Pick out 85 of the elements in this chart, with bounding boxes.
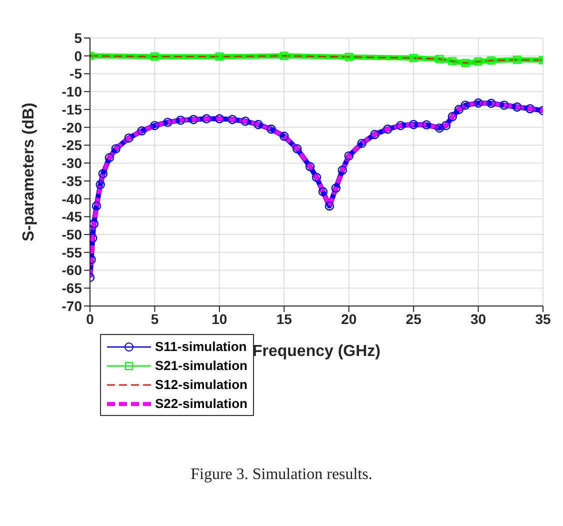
point — [474, 98, 483, 108]
point — [240, 116, 250, 126]
y-axis-title: S-parameters (dB) — [20, 102, 38, 242]
point — [280, 132, 289, 141]
x-tick-label: 15 — [276, 310, 292, 327]
legend-label: S22-simulation — [155, 396, 248, 411]
y-tick-label: -55 — [62, 244, 82, 260]
point — [331, 183, 341, 193]
y-tick-label: -70 — [62, 298, 82, 314]
point — [305, 162, 315, 172]
point — [96, 180, 105, 190]
y-tick-label: 5 — [74, 30, 82, 46]
point — [202, 114, 212, 124]
y-tick-label: -20 — [62, 119, 82, 136]
point — [500, 100, 509, 110]
y-tick-label: -5 — [70, 66, 82, 82]
point — [150, 52, 159, 61]
point — [344, 151, 354, 161]
y-tick-label: -60 — [62, 262, 82, 278]
x-tick-label: 20 — [341, 310, 357, 327]
point — [513, 56, 522, 64]
caption: Figure 3. Simulation results. — [190, 466, 374, 484]
point — [370, 130, 380, 140]
y-tick-label: -45 — [62, 208, 82, 225]
point — [228, 114, 237, 124]
point — [486, 98, 496, 108]
point — [176, 116, 186, 125]
point — [312, 172, 322, 182]
y-tick-label: -40 — [62, 190, 82, 207]
y-tick-label: -65 — [62, 280, 82, 296]
point — [111, 144, 120, 154]
point — [254, 120, 263, 130]
point — [292, 144, 302, 154]
point — [434, 123, 444, 133]
y-tick-label: -10 — [62, 84, 82, 100]
point — [338, 166, 347, 175]
point — [448, 112, 457, 122]
point — [98, 169, 108, 178]
legend-label: S21-simulation — [155, 358, 248, 373]
y-tick-label: -35 — [62, 172, 82, 189]
legend-label: S12-simulation — [155, 377, 248, 392]
point — [280, 52, 288, 60]
point — [318, 187, 328, 196]
y-tick-label: 0 — [74, 48, 82, 64]
x-tick-label: 30 — [470, 310, 486, 327]
point — [214, 114, 224, 124]
point — [137, 126, 146, 136]
point — [188, 114, 198, 124]
point — [487, 56, 496, 65]
point — [92, 201, 102, 211]
point — [357, 138, 366, 148]
point — [324, 201, 334, 211]
point — [104, 153, 114, 162]
x-tick-label: 0 — [86, 310, 94, 327]
x-tick-label: 25 — [406, 310, 422, 327]
point — [124, 133, 134, 143]
x-axis-title: Frequency (GHz) — [252, 343, 381, 360]
x-tick-label: 35 — [535, 310, 551, 327]
x-tick-label: 10 — [212, 310, 228, 327]
y-tick-label: -50 — [62, 226, 82, 243]
point — [344, 52, 353, 62]
legend-label: S11-simulation — [155, 339, 247, 354]
point — [474, 57, 482, 66]
point — [150, 120, 160, 130]
point — [408, 120, 418, 130]
point — [441, 120, 451, 130]
point — [461, 58, 470, 68]
point — [525, 104, 535, 114]
point — [435, 54, 444, 64]
point — [512, 102, 522, 112]
point — [90, 219, 98, 228]
point — [448, 57, 456, 66]
point — [422, 120, 432, 130]
point — [215, 52, 224, 61]
point — [383, 124, 392, 134]
x-tick-label: 5 — [150, 310, 159, 327]
y-tick-label: -30 — [62, 155, 82, 172]
y-tick-label: -15 — [62, 101, 82, 118]
point — [396, 120, 406, 130]
point — [163, 118, 172, 127]
point — [454, 104, 464, 114]
y-tick-label: -25 — [62, 137, 82, 154]
point — [266, 124, 276, 134]
point — [460, 100, 470, 110]
point — [409, 54, 418, 62]
